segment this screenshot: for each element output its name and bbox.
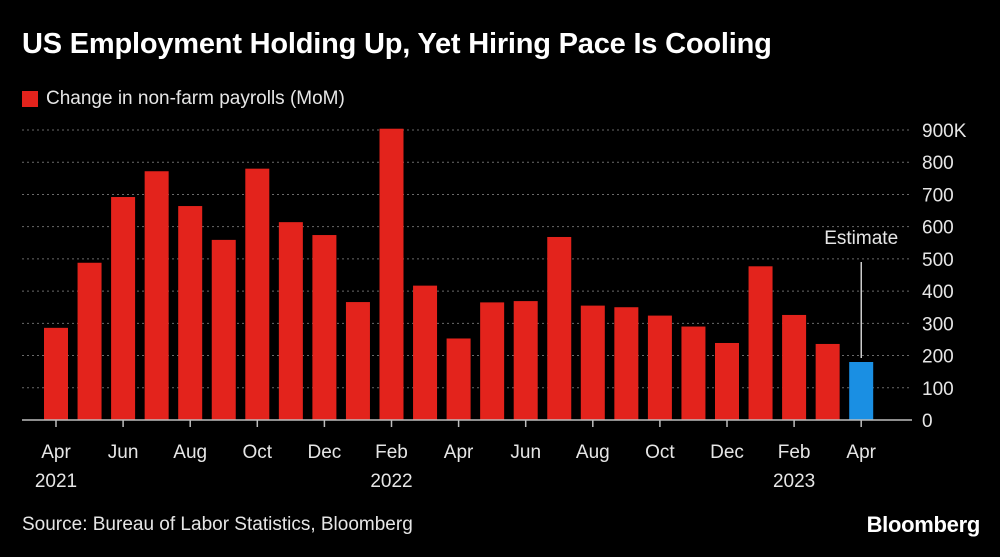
x-tick-label: Apr: [41, 442, 71, 463]
x-tick-label: Aug: [576, 442, 610, 463]
bar: [681, 326, 706, 420]
legend-swatch-payrolls: [22, 91, 38, 107]
legend-label-payrolls: Change in non-farm payrolls (MoM): [46, 88, 345, 109]
bar: [77, 262, 102, 420]
bar-estimate: [849, 362, 874, 420]
bar: [815, 343, 840, 420]
y-tick-label: 700: [922, 185, 954, 206]
y-tick-label: 500: [922, 250, 954, 271]
bar: [345, 302, 370, 420]
bar: [245, 168, 270, 420]
bar: [647, 315, 672, 420]
y-tick-label: 100: [922, 379, 954, 400]
legend: Change in non-farm payrolls (MoM): [22, 88, 345, 110]
x-tick-label: Feb: [778, 442, 811, 463]
bar: [144, 171, 169, 420]
y-tick-label: 600: [922, 218, 954, 239]
x-tick-label: Aug: [173, 442, 207, 463]
bar: [547, 236, 572, 420]
bar: [513, 301, 538, 420]
x-tick-label: Feb: [375, 442, 408, 463]
bar: [782, 314, 807, 420]
x-tick-label: Jun: [510, 442, 541, 463]
bar: [446, 338, 471, 420]
bar: [480, 302, 505, 420]
y-tick-label: 800: [922, 153, 954, 174]
x-tick-label: Dec: [308, 442, 342, 463]
y-tick-label: 400: [922, 282, 954, 303]
source-note: Source: Bureau of Labor Statistics, Bloo…: [22, 514, 413, 535]
bar: [211, 239, 236, 420]
bar: [312, 235, 337, 420]
bloomberg-logo: Bloomberg: [866, 512, 981, 537]
bar: [44, 327, 68, 420]
bar: [413, 285, 438, 420]
x-tick-label: Jun: [108, 442, 139, 463]
x-tick-label: Oct: [243, 442, 273, 463]
bar: [111, 197, 136, 420]
x-tick-year-label: 2021: [35, 471, 77, 492]
x-tick-year-label: 2023: [773, 471, 815, 492]
bar: [278, 222, 303, 420]
y-tick-label: 0: [922, 411, 933, 432]
x-tick-label: Dec: [710, 442, 744, 463]
bar: [178, 206, 203, 420]
x-tick-label: Oct: [645, 442, 675, 463]
bar: [715, 342, 739, 420]
y-tick-label: 200: [922, 347, 954, 368]
x-tick-label: Apr: [846, 442, 876, 463]
x-tick-label: Apr: [444, 442, 474, 463]
bar: [580, 305, 605, 420]
bar: [379, 128, 404, 420]
annotation-estimate-label: Estimate: [824, 228, 898, 249]
y-tick-label: 300: [922, 314, 954, 335]
chart-title: US Employment Holding Up, Yet Hiring Pac…: [22, 28, 772, 60]
x-tick-year-label: 2022: [370, 471, 412, 492]
bar: [748, 266, 773, 420]
bar: [614, 307, 639, 420]
y-tick-label: 900K: [922, 121, 967, 142]
